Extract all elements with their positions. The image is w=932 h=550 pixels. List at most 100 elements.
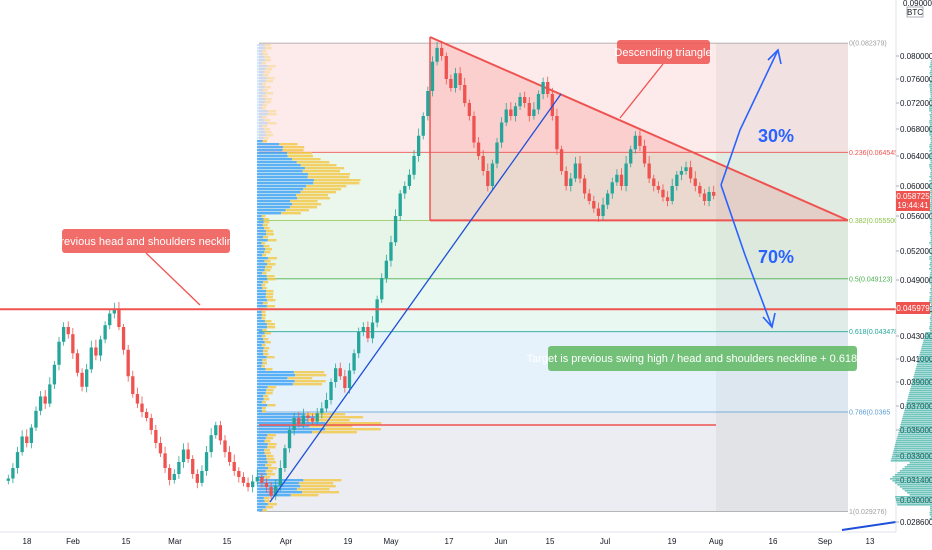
volume-bar-buy <box>257 218 264 220</box>
volume-bar-buy <box>257 119 264 121</box>
candle-body <box>555 116 558 149</box>
volume-bar-buy <box>257 296 266 298</box>
volume-bar-sell <box>265 266 272 268</box>
axis-profile-bar <box>901 422 932 424</box>
axis-profile-bar <box>898 434 932 436</box>
candle-body <box>385 261 388 278</box>
volume-bar-sell <box>301 164 337 166</box>
volume-bar-buy <box>257 452 265 454</box>
candle-body <box>647 164 650 179</box>
volume-bar-sell <box>267 299 275 301</box>
volume-bar-buy <box>257 230 266 232</box>
volume-bar-buy <box>257 365 261 367</box>
candle-body <box>297 418 300 424</box>
volume-bar-sell <box>290 206 317 208</box>
volume-bar-buy <box>257 413 306 415</box>
volume-bar-buy <box>257 401 262 403</box>
volume-bar-buy <box>257 203 292 205</box>
axis-profile-bar <box>903 416 932 418</box>
volume-bar-buy <box>257 302 263 304</box>
volume-bar-sell <box>265 68 272 70</box>
axis-profile-bar <box>916 366 932 368</box>
volume-bar-sell <box>264 221 270 223</box>
volume-bar-buy <box>257 56 264 58</box>
volume-bar-sell <box>266 455 273 457</box>
volume-bar-sell <box>265 101 271 103</box>
volume-bar-buy <box>257 359 262 361</box>
candle-body <box>403 186 406 194</box>
axis-profile-bar <box>905 490 932 492</box>
volume-bar-sell <box>291 494 319 496</box>
x-tick-label: Jun <box>495 537 508 546</box>
volume-bar-sell <box>267 278 275 280</box>
volume-bar-sell <box>265 341 271 343</box>
price-axis: 0.0800000.0760000.0720000.0680000.064000… <box>890 0 932 532</box>
volume-bar-buy <box>257 389 266 391</box>
volume-bar-sell <box>267 446 275 448</box>
candle-body <box>518 97 521 106</box>
volume-bar-buy <box>257 503 268 505</box>
volume-bar-buy <box>257 437 266 439</box>
volume-bar-buy <box>257 161 297 163</box>
volume-bar-buy <box>257 395 263 397</box>
candle-body <box>334 368 337 382</box>
x-tick-label: Sep <box>818 537 833 546</box>
volume-bar-buy <box>257 329 262 331</box>
volume-bar-sell <box>266 368 273 370</box>
candle-body <box>532 110 535 117</box>
volume-bar-sell <box>290 200 317 202</box>
candle-body <box>99 339 102 355</box>
candle-body <box>182 450 185 463</box>
volume-bar-sell <box>265 320 272 322</box>
volume-bar-buy <box>257 176 308 178</box>
candle-body <box>316 413 319 421</box>
volume-bar-sell <box>261 242 265 244</box>
volume-bar-buy <box>257 458 267 460</box>
volume-bar-sell <box>263 395 268 397</box>
volume-bar-buy <box>257 245 264 247</box>
volume-bar-buy <box>257 74 263 76</box>
fib-level-label: 0.786(0.0365 <box>849 410 890 417</box>
volume-bar-sell <box>267 77 275 79</box>
axis-profile-bar <box>916 368 932 370</box>
axis-profile-bar <box>923 342 932 344</box>
volume-bar-sell <box>262 215 266 217</box>
candle-body <box>463 85 466 103</box>
volume-bar-buy <box>257 392 266 394</box>
volume-bar-sell <box>267 458 275 460</box>
axis-profile-bar <box>897 436 932 438</box>
volume-bar-buy <box>257 104 263 106</box>
candle-body <box>279 468 282 486</box>
volume-bar-sell <box>267 275 275 277</box>
volume-bar-buy <box>257 188 303 190</box>
volume-bar-sell <box>261 365 265 367</box>
volume-bar-buy <box>257 140 263 142</box>
volume-bar-buy <box>257 344 262 346</box>
volume-bar-sell <box>263 89 268 91</box>
volume-bar-sell <box>292 158 321 160</box>
candle-body <box>440 48 443 56</box>
candle-body <box>150 418 153 430</box>
volume-bar-sell <box>306 185 346 187</box>
axis-profile-bar <box>892 454 932 456</box>
volume-bar-buy <box>257 68 265 70</box>
volume-bar-sell <box>262 335 266 337</box>
x-tick-label: 15 <box>122 537 131 546</box>
axis-profile-bar <box>897 504 932 506</box>
volume-bar-buy <box>257 332 265 334</box>
volume-bar-sell <box>265 248 272 250</box>
candle-body <box>583 179 586 194</box>
volume-bar-buy <box>257 353 263 355</box>
axis-profile-bar <box>925 334 932 336</box>
volume-bar-buy <box>257 323 267 325</box>
axis-profile-bar <box>906 404 932 406</box>
x-tick-label: Mar <box>168 537 182 546</box>
candle-body <box>352 353 355 370</box>
volume-bar-sell <box>263 236 268 238</box>
volume-bar-sell <box>315 416 363 418</box>
candle-body <box>283 448 286 468</box>
y-tick-label: 0.060000 <box>900 182 932 191</box>
volume-bar-buy <box>257 341 265 343</box>
axis-profile-bar <box>890 478 932 480</box>
